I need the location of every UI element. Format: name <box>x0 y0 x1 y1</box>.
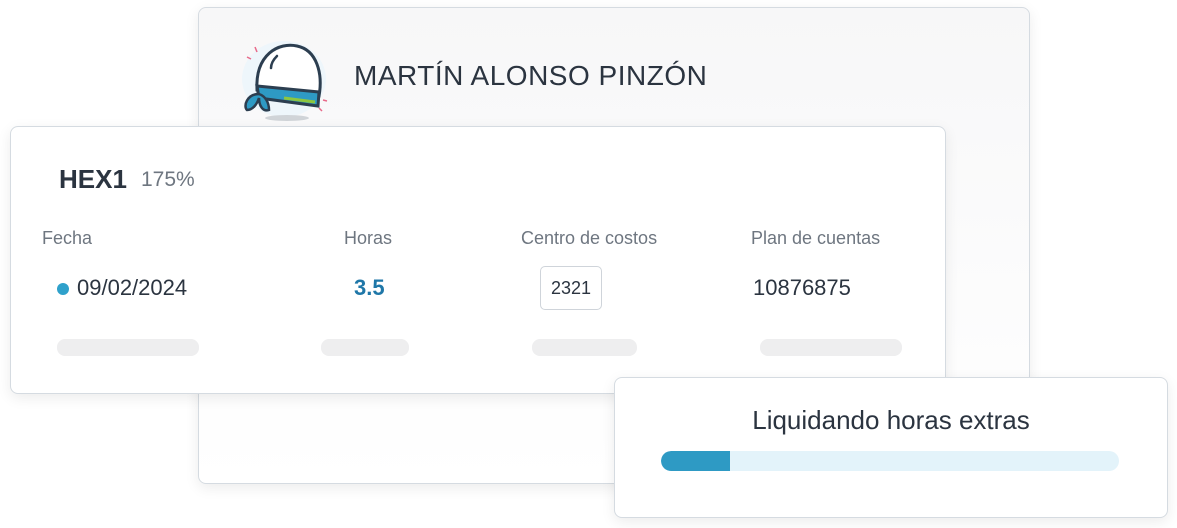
date-value: 09/02/2024 <box>77 275 188 300</box>
status-dot-icon <box>57 283 69 295</box>
cost-center-field[interactable]: 2321 <box>540 266 602 310</box>
overtime-percentage: 175% <box>141 168 195 191</box>
placeholder-bar <box>57 339 199 356</box>
column-header-plan-cuentas: Plan de cuentas <box>751 228 881 248</box>
placeholder-bar <box>532 339 637 356</box>
placeholder-bar <box>321 339 409 356</box>
column-header-centro-costos: Centro de costos <box>521 228 658 248</box>
column-header-fecha: Fecha <box>42 228 93 248</box>
progress-fill <box>661 451 730 471</box>
overtime-code: HEX1 <box>59 164 127 194</box>
employee-name: MARTÍN ALONSO PINZÓN <box>354 60 708 91</box>
placeholder-bar <box>760 339 902 356</box>
account-value: 10876875 <box>753 275 851 300</box>
column-header-horas: Horas <box>344 228 393 248</box>
overtime-record-card: HEX1 175% Fecha Horas Centro de costos P… <box>10 126 946 394</box>
progress-label: Liquidando horas extras <box>752 405 1030 435</box>
hours-value: 3.5 <box>354 275 385 300</box>
bandana-helmet-icon <box>242 41 328 121</box>
progress-bar <box>661 451 1119 471</box>
progress-card: Liquidando horas extras <box>614 377 1168 518</box>
